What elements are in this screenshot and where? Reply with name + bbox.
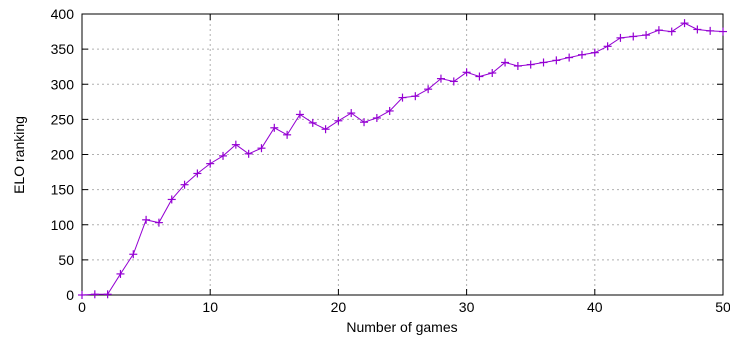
data-point-marker xyxy=(693,25,702,34)
data-point-marker xyxy=(244,149,253,158)
y-tick-label: 100 xyxy=(51,217,75,233)
data-point-marker xyxy=(270,123,279,132)
y-tick-label: 250 xyxy=(51,111,75,127)
x-tick-label: 10 xyxy=(202,299,218,315)
data-point-marker xyxy=(167,195,176,204)
data-point-marker xyxy=(295,110,304,119)
data-point-marker xyxy=(642,31,651,40)
elo-series-line xyxy=(81,22,724,296)
data-point-marker xyxy=(565,53,574,62)
data-point-marker xyxy=(706,26,715,35)
data-point-marker xyxy=(526,60,535,69)
data-point-marker xyxy=(539,58,548,67)
grid-layer xyxy=(82,14,723,295)
data-point-marker xyxy=(78,291,86,299)
y-axis-title: ELO ranking xyxy=(11,116,27,194)
data-point-marker xyxy=(142,215,151,224)
data-point-marker xyxy=(424,85,433,94)
data-point-marker xyxy=(103,290,112,299)
data-point-marker xyxy=(180,180,189,189)
y-tick-label: 0 xyxy=(66,287,74,303)
data-point-marker xyxy=(680,19,689,28)
data-point-marker xyxy=(372,113,381,122)
data-point-marker xyxy=(603,42,612,51)
data-point-marker xyxy=(449,77,458,86)
y-tick-label: 150 xyxy=(51,182,75,198)
data-point-marker xyxy=(398,93,407,102)
data-point-marker xyxy=(385,106,394,115)
data-point-marker xyxy=(552,56,561,65)
data-point-marker xyxy=(334,116,343,125)
x-tick-label: 40 xyxy=(587,299,603,315)
data-point-marker xyxy=(219,151,228,160)
data-point-marker xyxy=(501,58,510,67)
data-point-marker xyxy=(193,169,202,178)
y-tick-label: 350 xyxy=(51,41,75,57)
data-point-marker xyxy=(116,269,125,278)
data-point-marker xyxy=(616,33,625,42)
data-point-marker xyxy=(577,50,586,59)
x-tick-label: 30 xyxy=(459,299,475,315)
data-point-marker xyxy=(436,74,445,83)
data-point-marker xyxy=(257,144,266,153)
series-layer xyxy=(78,19,727,299)
y-tick-label: 200 xyxy=(51,147,75,163)
data-point-marker xyxy=(629,32,638,41)
x-tick-label: 0 xyxy=(78,299,86,315)
y-tick-label: 300 xyxy=(51,76,75,92)
data-point-marker xyxy=(129,250,138,259)
y-tick-label: 50 xyxy=(58,252,74,268)
x-tick-label: 20 xyxy=(331,299,347,315)
data-point-marker xyxy=(206,159,215,168)
data-point-marker xyxy=(283,130,292,139)
data-point-marker xyxy=(231,140,240,149)
x-axis-title: Number of games xyxy=(346,319,457,335)
x-tick-label: 50 xyxy=(715,299,730,315)
data-point-marker xyxy=(308,118,317,127)
data-point-marker xyxy=(488,69,497,78)
data-point-marker xyxy=(667,27,676,36)
data-point-marker xyxy=(590,48,599,57)
data-point-marker xyxy=(513,61,522,70)
y-tick-label: 400 xyxy=(51,6,75,22)
data-point-marker xyxy=(347,109,356,118)
tick-layer: 0 50 100 150 200 250 300 350 400 0 10 20 30 40 50 xyxy=(51,6,730,315)
data-point-marker xyxy=(475,72,484,81)
data-point-marker xyxy=(154,218,163,227)
data-point-marker xyxy=(654,26,663,35)
data-point-marker xyxy=(719,27,727,36)
data-point-marker xyxy=(321,125,330,134)
data-point-marker xyxy=(462,68,471,77)
data-point-marker xyxy=(411,92,420,101)
data-point-marker xyxy=(90,290,99,299)
data-point-marker xyxy=(360,118,369,127)
